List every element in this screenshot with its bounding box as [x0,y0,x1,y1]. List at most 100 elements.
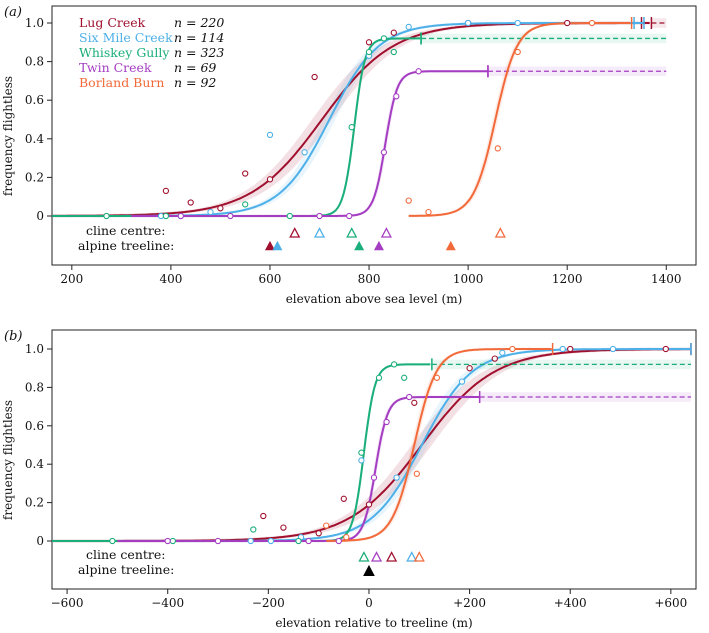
point-b-lug-creek-7 [491,355,498,362]
point-a-twin-creek-6 [415,68,422,75]
point-b-borland-burn-0 [323,522,330,529]
point-a-twin-creek-5 [393,93,400,100]
point-a-six-mile-creek-8 [514,19,521,27]
cline-centre-marker-a-borland-burn [494,227,506,238]
point-a-lug-creek-6 [365,39,373,46]
point-b-twin-creek-0 [164,537,171,545]
treeline-label-a: alpine treeline: [78,238,174,253]
point-a-whiskey-gully-5 [365,48,373,56]
x-tick-label-b-2: −200 [252,596,285,610]
point-a-twin-creek-1 [227,212,234,220]
point-a-lug-creek-3 [242,170,249,177]
y-tick-label-a-3: 0.6 [25,93,44,107]
point-b-six-mile-creek-4 [393,474,400,481]
y-tick-label-a-2: 0.4 [25,132,44,146]
point-a-lug-creek-7 [390,29,397,36]
point-b-whiskey-gully-6 [390,361,398,368]
point-b-borland-burn-4 [509,345,516,353]
x-tick-label-b-1: −400 [151,596,184,610]
y-axis-label-a: frequency flightless [1,76,15,196]
point-b-lug-creek-3 [340,495,347,502]
legend-name-twin-creek: Twin Creek [79,60,152,75]
point-a-borland-burn-3 [514,48,521,56]
cline-centre-marker-a-twin-creek [380,227,392,238]
fitted-curves-b [52,343,692,542]
curve-a-twin-creek [131,70,488,217]
x-tick-label-a-6: 1400 [651,272,682,286]
point-a-twin-creek-3 [346,212,353,220]
legend-n-lug-creek: n = 220 [174,15,224,30]
x-tick-label-a-3: 800 [358,272,381,286]
cline-centre-marker-b-six-mile-creek [406,551,418,562]
panel-label-a: (a) [4,5,22,20]
legend-n-six-mile-creek: n = 114 [174,30,224,45]
data-points-a [103,19,596,220]
point-b-twin-creek-5 [383,418,390,426]
cline-centre-marker-a-six-mile-creek [313,227,326,238]
point-a-lug-creek-0 [162,187,170,195]
curve-b-twin-creek [117,396,480,542]
point-a-lug-creek-2 [217,205,224,212]
legend-name-borland-burn: Borland Burn [79,75,164,90]
x-tick-label-b-5: +400 [554,596,587,610]
treeline-label-b: alpine treeline: [78,562,174,577]
point-b-six-mile-creek-1 [267,537,275,545]
point-a-lug-creek-1 [187,199,194,206]
treeline-marker-b [363,564,375,576]
point-b-whiskey-gully-3 [295,537,302,545]
cline-centre-marker-b-lug-creek [386,551,398,562]
point-b-whiskey-gully-0 [109,537,116,545]
y-tick-label-a-0: 0 [36,209,44,223]
data-points-b [109,345,669,545]
point-a-borland-burn-2 [494,145,501,152]
point-a-six-mile-creek-4 [301,149,308,156]
treeline-marker-a-borland-burn [445,240,456,251]
panel-a: (a) frequency flightless elevation above… [1,5,697,306]
axis-ticks-b: −600 −400 −200 0 +200 +400 +600 0 0.2 0.4 0.6 0.8 1.… [25,342,687,610]
point-b-whiskey-gully-4 [358,449,365,456]
point-a-whiskey-gully-6 [380,35,388,42]
cline-markers-a [264,227,506,251]
point-a-lug-creek-4 [266,176,274,183]
point-a-borland-burn-0 [405,197,412,204]
plot-frame-b [51,329,697,590]
point-b-lug-creek-5 [411,399,418,406]
point-a-borland-burn-1 [425,208,432,216]
band-b-twin-creek [117,395,480,543]
point-a-lug-creek-9 [564,19,571,27]
legend-name-whiskey-gully: Whiskey Gully [79,45,170,60]
point-a-six-mile-creek-6 [405,23,412,31]
point-b-twin-creek-4 [370,474,378,481]
confidence-bands-b [52,347,692,543]
point-a-twin-creek-0 [177,212,184,220]
point-b-six-mile-creek-7 [559,345,566,353]
point-a-whiskey-gully-1 [162,212,170,220]
cline-centre-label-b: cline centre: [86,547,165,562]
curve-b-lug-creek [52,348,690,542]
point-b-whiskey-gully-2 [250,526,257,533]
point-a-lug-creek-5 [311,73,318,81]
x-tick-label-a-2: 600 [259,272,282,286]
y-tick-label-b-1: 0.2 [25,496,44,510]
x-tick-label-b-4: +200 [453,596,486,610]
x-tick-label-a-5: 1200 [552,272,583,286]
y-tick-label-b-3: 0.6 [25,419,44,433]
point-b-borland-burn-3 [433,374,441,381]
legend-n-whiskey-gully: n = 323 [174,45,224,60]
point-b-borland-burn-1 [343,534,350,541]
point-b-six-mile-creek-5 [458,378,466,385]
point-a-six-mile-creek-3 [266,131,274,139]
point-a-whiskey-gully-7 [390,48,397,56]
y-tick-label-b-2: 0.4 [25,457,44,471]
y-tick-label-b-5: 1.0 [25,342,44,356]
point-a-six-mile-creek-2 [207,208,214,216]
axis-ticks-a: 200 400 600 800 1000 1200 1400 0 0.2 0.4 0.6 0.8 1.0 [25,16,682,286]
band-b-lug-creek [52,347,690,543]
x-tick-label-b-6: +600 [654,596,687,610]
cline-centre-marker-a-whiskey-gully [346,227,358,238]
x-tick-label-a-0: 200 [60,272,83,286]
panel-b: (b) frequency flightless elevation relat… [1,329,697,630]
cline-centre-label-a: cline centre: [86,223,165,238]
y-tick-label-a-4: 0.8 [25,55,44,69]
